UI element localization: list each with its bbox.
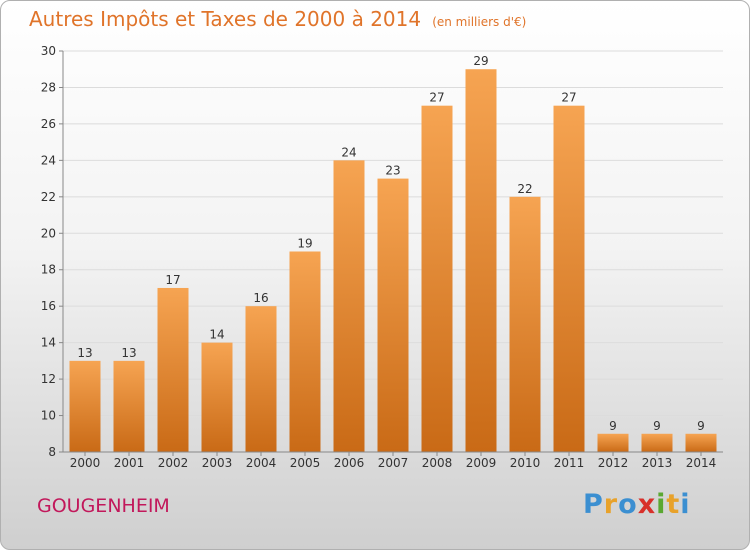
x-tick-label-2010: 2010 [510,456,541,470]
bar-2009 [465,69,497,453]
y-tick-label: 24 [41,153,56,167]
commune-name: GOUGENHEIM [37,495,170,517]
y-tick-label: 12 [41,372,56,386]
y-tick-label: 26 [41,117,56,131]
x-tick-label-2008: 2008 [422,456,453,470]
data-label-2001: 13 [121,346,136,360]
y-tick-label: 30 [41,44,56,58]
bar-2002 [157,287,189,452]
bar-2011 [553,105,585,452]
x-tick-label-2014: 2014 [686,456,717,470]
bar-2012 [597,433,629,452]
chart-title-text: Autres Impôts et Taxes de 2000 à 2014 [29,7,422,31]
data-label-2004: 16 [253,291,268,305]
x-tick-label-2002: 2002 [158,456,189,470]
bar-2003 [201,342,233,452]
data-label-2000: 13 [77,346,92,360]
data-label-2011: 27 [561,91,576,105]
y-tick-label: 16 [41,299,56,313]
y-tick-label: 10 [41,409,56,423]
unit-note: (en milliers d'€) [432,15,527,29]
logo-letter: i [680,489,691,520]
y-tick-label: 14 [41,336,56,350]
bar-2008 [421,105,453,452]
data-label-2006: 24 [341,145,356,159]
bar-2006 [333,160,365,452]
logo-letter: x [637,489,657,520]
data-label-2002: 17 [165,273,180,287]
data-label-2003: 14 [209,328,224,342]
y-tick-label: 18 [41,263,56,277]
logo-letter: i [656,489,667,520]
bar-2010 [509,196,541,452]
x-tick-label-2005: 2005 [290,456,321,470]
x-tick-label-2013: 2013 [642,456,673,470]
y-tick-label: 22 [41,190,56,204]
data-label-2012: 9 [609,419,617,433]
bar-2007 [377,178,409,452]
data-label-2010: 22 [517,182,532,196]
x-tick-label-2003: 2003 [202,456,233,470]
data-label-2007: 23 [385,164,400,178]
bar-2014 [685,433,717,452]
chart-title: Autres Impôts et Taxes de 2000 à 2014 (e… [29,7,526,31]
x-tick-label-2007: 2007 [378,456,409,470]
bar-2005 [289,251,321,452]
data-label-2014: 9 [697,419,705,433]
logo-letter: t [666,489,681,520]
x-tick-label-2004: 2004 [246,456,277,470]
bar-2000 [69,360,101,452]
y-tick-label: 20 [41,226,56,240]
y-tick-label: 28 [41,80,56,94]
x-tick-label-2001: 2001 [114,456,145,470]
x-tick-label-2011: 2011 [554,456,585,470]
bar-2013 [641,433,673,452]
y-tick-label: 8 [48,445,56,459]
bar-2004 [245,306,277,452]
bar-2001 [113,360,145,452]
logo-letter: o [618,489,638,520]
logo-letter: r [603,489,619,520]
x-tick-label-2000: 2000 [70,456,101,470]
data-label-2005: 19 [297,237,312,251]
x-tick-label-2009: 2009 [466,456,497,470]
data-label-2008: 27 [429,91,444,105]
x-tick-label-2006: 2006 [334,456,365,470]
proxiti-logo: Proxiti [583,489,691,520]
data-label-2009: 29 [473,54,488,68]
data-label-2013: 9 [653,419,661,433]
logo-letter: P [583,489,604,520]
x-tick-label-2012: 2012 [598,456,629,470]
